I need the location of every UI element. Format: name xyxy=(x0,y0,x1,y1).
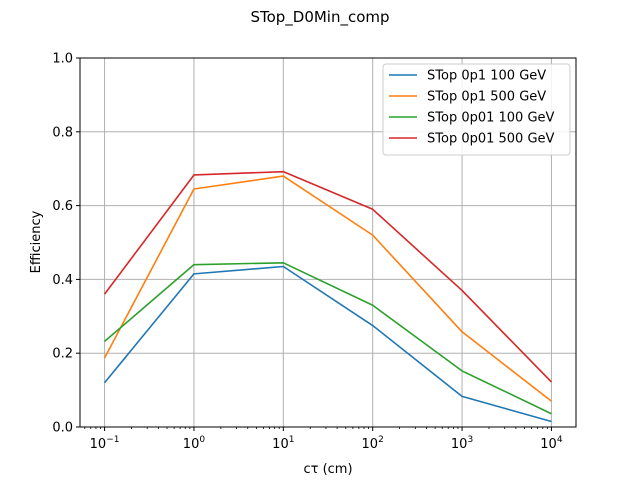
legend-label: STop 0p1 500 GeV xyxy=(427,90,546,105)
plot-frame xyxy=(79,57,577,428)
y-tick-label: 1.0 xyxy=(52,52,73,67)
y-tick-label: 0.0 xyxy=(52,421,73,436)
x-axis-label: cτ (cm) xyxy=(303,462,352,477)
legend-label: STop 0p01 500 GeV xyxy=(427,132,555,147)
legend-label: STop 0p01 100 GeV xyxy=(427,111,555,126)
legend-box xyxy=(382,63,571,156)
y-tick-label: 0.8 xyxy=(52,125,73,140)
legend-label: STop 0p1 100 GeV xyxy=(427,69,546,84)
legend: STop 0p1 100 GeV STop 0p1 500 GeV STop 0p0… xyxy=(382,63,571,156)
x-tick-label: 104 xyxy=(540,435,563,452)
series-lines xyxy=(103,170,552,423)
y-tick-label: 0.4 xyxy=(52,273,73,288)
series-line xyxy=(104,261,552,415)
chart-title: STop_D0Min_comp xyxy=(250,8,389,27)
x-tick-label: 101 xyxy=(272,435,294,452)
x-axis: 10−1 100 101 102 103 104 xyxy=(84,427,563,452)
y-tick-label: 0.6 xyxy=(52,199,73,214)
series-line xyxy=(103,170,552,383)
x-tick-label: 100 xyxy=(183,435,206,452)
y-axis-label: Efficiency xyxy=(29,210,44,273)
series-line xyxy=(103,265,552,423)
y-tick-label: 0.2 xyxy=(52,347,73,362)
series-line xyxy=(103,175,552,402)
y-axis: 0.0 0.2 0.4 0.6 0.8 1.0 xyxy=(52,52,80,436)
x-tick-label: 103 xyxy=(451,435,473,452)
x-tick-label: 10−1 xyxy=(90,435,120,452)
x-tick-label: 102 xyxy=(362,435,384,452)
